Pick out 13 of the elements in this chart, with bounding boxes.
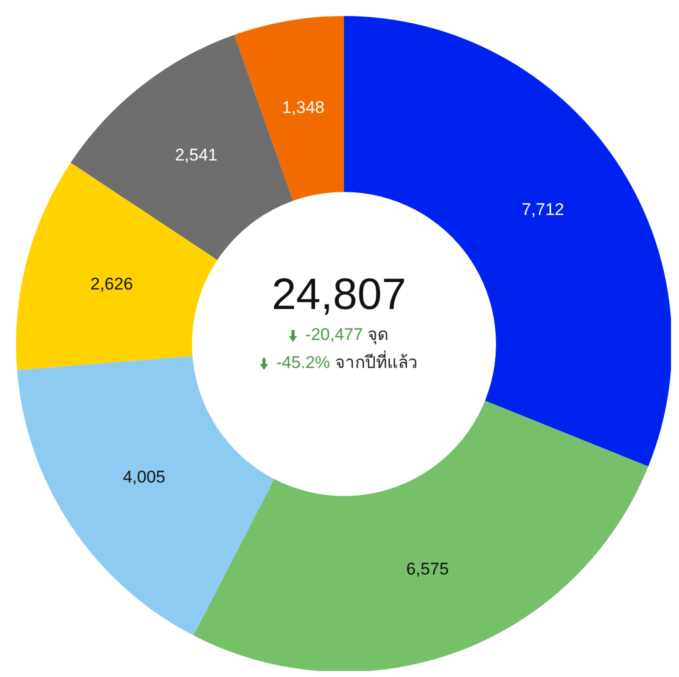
donut-slice (17, 356, 274, 636)
data-label: 2,541 (174, 145, 218, 164)
donut-slice (193, 400, 648, 671)
text: -20,477 จุด (305, 325, 389, 344)
data-label: 1,348 (282, 98, 324, 117)
text: 24,807 (270, 269, 408, 321)
donut-slice (234, 16, 344, 201)
text: -45.2% จากปีที่แล้ว (276, 353, 418, 372)
data-label: 6,575 (406, 559, 449, 578)
data-label: 7,712 (522, 200, 564, 220)
donut-slice (16, 162, 218, 370)
data-label: 4,005 (122, 467, 166, 486)
data-label: 2,626 (90, 274, 133, 294)
